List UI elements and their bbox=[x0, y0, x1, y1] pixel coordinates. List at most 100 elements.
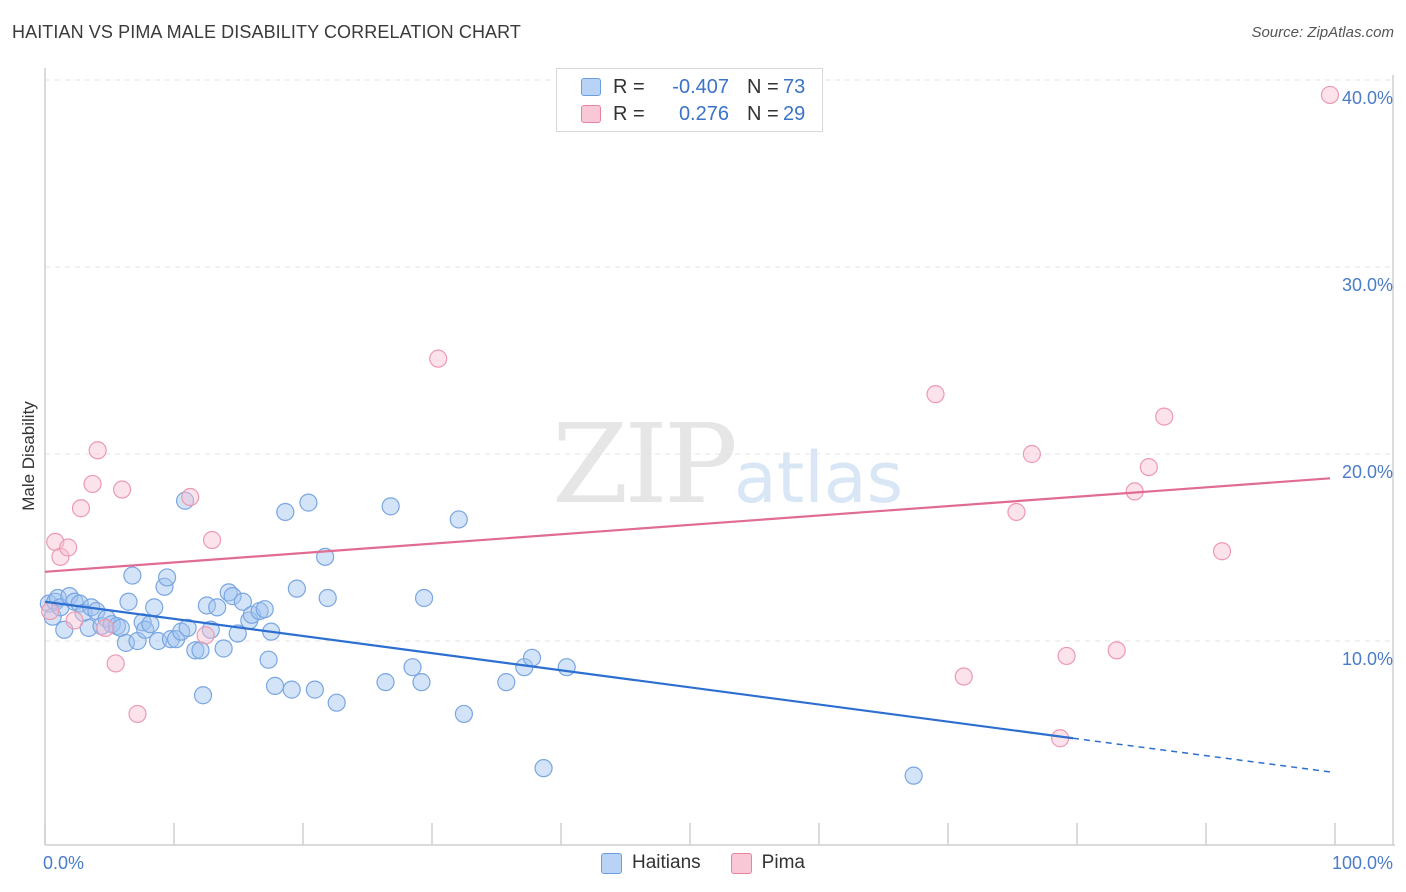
watermark: ZIPatlas bbox=[552, 400, 903, 528]
haitians-point bbox=[497, 673, 516, 692]
pima-point bbox=[106, 654, 125, 673]
pima-point bbox=[96, 618, 115, 638]
pima-swatch bbox=[581, 105, 601, 123]
pima-point bbox=[1320, 85, 1340, 105]
pima-point bbox=[1057, 646, 1076, 666]
pima-point bbox=[51, 547, 70, 566]
haitians-point bbox=[412, 673, 431, 692]
tick-labels: 10.0% 20.0% 30.0% 40.0% 0.0% 100.0% bbox=[43, 88, 1393, 873]
haitians-n-value: 73 bbox=[783, 75, 806, 98]
haitians-point bbox=[522, 648, 542, 667]
pima-point bbox=[128, 704, 147, 724]
haitians-point bbox=[282, 680, 301, 699]
haitians-point bbox=[145, 598, 164, 617]
legend-swatch-haitians bbox=[601, 852, 623, 874]
legend: Haitians Pima bbox=[0, 852, 1406, 874]
haitians-point bbox=[233, 592, 252, 611]
legend-item-haitians[interactable]: Haitians bbox=[601, 852, 701, 874]
pima-point bbox=[71, 499, 91, 518]
haitians-point bbox=[178, 618, 197, 638]
n-label: N = bbox=[747, 102, 779, 125]
r-label: R = bbox=[613, 102, 645, 125]
trend-lines bbox=[44, 477, 1331, 773]
pima-point bbox=[954, 667, 973, 686]
haitians-point bbox=[305, 680, 324, 699]
pima-point bbox=[112, 480, 132, 499]
haitians-point bbox=[327, 693, 346, 712]
pima-point bbox=[196, 626, 215, 645]
watermark-atlas: atlas bbox=[733, 437, 904, 519]
haitians-point bbox=[259, 650, 278, 669]
pima-r-value: 0.276 bbox=[678, 102, 729, 125]
haitians-point bbox=[557, 658, 576, 677]
haitians-point bbox=[119, 592, 138, 611]
haitians-point bbox=[193, 686, 213, 705]
haitians-point bbox=[276, 502, 295, 522]
stats-row-pima: R = 0.276 N = 29 bbox=[581, 101, 805, 127]
y-tick-label: 40.0% bbox=[1342, 88, 1393, 108]
haitians-point bbox=[55, 620, 74, 639]
haitians-point bbox=[186, 641, 205, 660]
correlation-stats-box: R = -0.407 N = 73 R = 0.276 N = 29 bbox=[556, 68, 823, 132]
haitians-point bbox=[116, 633, 136, 652]
pima-n-value: 29 bbox=[783, 102, 806, 125]
haitians-point bbox=[287, 579, 306, 598]
haitians-point bbox=[228, 624, 247, 643]
pima-point bbox=[1139, 457, 1158, 477]
pima-point bbox=[65, 611, 84, 630]
haitians-point bbox=[299, 493, 318, 512]
haitians-point bbox=[201, 620, 220, 639]
pima-point bbox=[88, 441, 107, 460]
haitians-point bbox=[255, 600, 274, 619]
x-tick-label: 100.0% bbox=[1332, 853, 1393, 873]
watermark-zip: ZIP bbox=[552, 400, 738, 528]
legend-item-pima[interactable]: Pima bbox=[730, 852, 805, 874]
pima-trend-line bbox=[44, 477, 1331, 573]
haitians-point bbox=[381, 497, 400, 516]
haitians-point bbox=[208, 598, 227, 617]
haitians-r-value: -0.407 bbox=[672, 75, 729, 98]
haitians-point bbox=[214, 639, 233, 658]
haitians-point bbox=[223, 587, 242, 606]
haitians-point bbox=[141, 615, 160, 634]
haitians-point bbox=[123, 566, 142, 585]
r-label: R = bbox=[613, 75, 645, 98]
pima-point bbox=[1007, 502, 1026, 522]
haitians-point bbox=[449, 510, 468, 529]
y-tick-label: 10.0% bbox=[1342, 649, 1393, 669]
haitians-point bbox=[136, 620, 155, 639]
pima-point bbox=[83, 474, 102, 494]
pima-point bbox=[926, 385, 945, 404]
haitians-swatch bbox=[581, 78, 601, 96]
source-label: Source: ZipAtlas.com bbox=[1251, 24, 1394, 41]
pima-point bbox=[1155, 407, 1174, 426]
chart-title: HAITIAN VS PIMA MALE DISABILITY CORRELAT… bbox=[12, 22, 522, 42]
pima-point bbox=[1107, 641, 1126, 660]
data-points bbox=[39, 85, 1340, 785]
pima-point bbox=[59, 538, 78, 557]
haitians-point bbox=[265, 676, 285, 695]
haitians-point bbox=[414, 588, 434, 608]
pima-point bbox=[1212, 542, 1232, 561]
haitians-point bbox=[318, 588, 337, 608]
pima-point bbox=[41, 601, 60, 621]
axes bbox=[44, 68, 1395, 846]
y-tick-label: 20.0% bbox=[1342, 462, 1393, 482]
haitians-point bbox=[376, 673, 395, 692]
stats-row-haitians: R = -0.407 N = 73 bbox=[581, 74, 805, 100]
legend-label-pima: Pima bbox=[761, 852, 805, 873]
legend-label-haitians: Haitians bbox=[632, 852, 701, 873]
pima-point bbox=[202, 530, 222, 550]
haitians-point bbox=[904, 766, 923, 785]
haitians-trend-extension bbox=[1072, 737, 1331, 773]
pima-point bbox=[429, 349, 448, 368]
pima-point bbox=[181, 487, 200, 507]
x-tick-label: 0.0% bbox=[43, 853, 84, 873]
n-label: N = bbox=[747, 75, 779, 98]
haitians-point bbox=[454, 704, 474, 724]
haitians-point bbox=[534, 759, 553, 778]
haitians-point bbox=[403, 658, 422, 677]
haitians-point bbox=[157, 568, 177, 587]
pima-point bbox=[1022, 444, 1041, 464]
